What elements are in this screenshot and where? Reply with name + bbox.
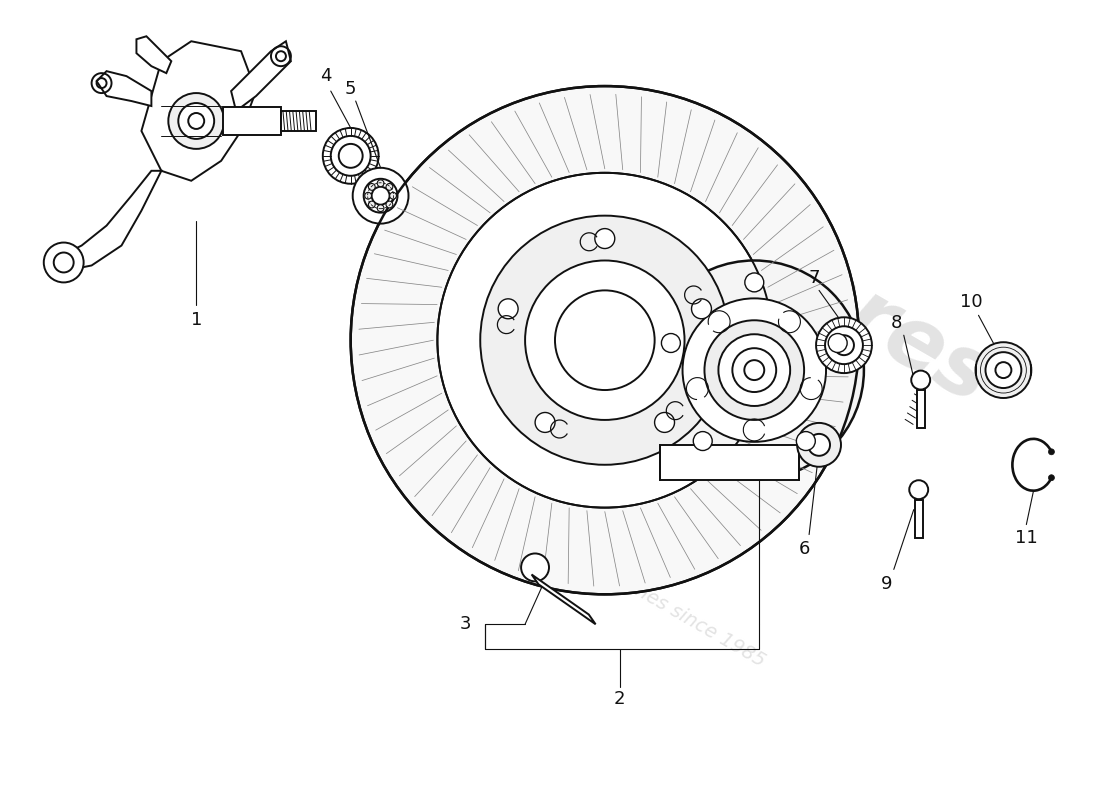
Circle shape: [521, 554, 549, 582]
Text: 1: 1: [190, 311, 202, 330]
Ellipse shape: [438, 173, 772, 508]
Circle shape: [322, 128, 378, 184]
Circle shape: [389, 192, 396, 199]
Circle shape: [745, 360, 764, 380]
Circle shape: [1048, 449, 1055, 455]
Circle shape: [1048, 474, 1055, 481]
Polygon shape: [231, 42, 290, 111]
Circle shape: [386, 201, 393, 208]
Polygon shape: [136, 36, 172, 73]
Circle shape: [365, 192, 372, 199]
Circle shape: [377, 180, 384, 186]
Circle shape: [331, 136, 371, 176]
Circle shape: [704, 320, 804, 420]
Circle shape: [816, 318, 872, 373]
Circle shape: [535, 413, 556, 433]
Circle shape: [364, 178, 397, 213]
Circle shape: [828, 334, 847, 353]
Bar: [916, 390, 925, 428]
Circle shape: [798, 423, 842, 466]
Circle shape: [745, 273, 763, 292]
Polygon shape: [142, 42, 256, 181]
Text: 8: 8: [891, 314, 902, 332]
Bar: [915, 500, 923, 538]
Circle shape: [368, 201, 375, 208]
Polygon shape: [531, 574, 595, 624]
Circle shape: [825, 326, 862, 364]
Circle shape: [986, 352, 1022, 388]
Polygon shape: [97, 71, 152, 106]
Polygon shape: [280, 111, 316, 131]
Circle shape: [808, 434, 830, 456]
Text: 2: 2: [614, 690, 626, 708]
Circle shape: [661, 334, 681, 353]
Circle shape: [692, 299, 712, 318]
Circle shape: [733, 348, 777, 392]
Circle shape: [911, 370, 931, 390]
Polygon shape: [223, 107, 280, 135]
Circle shape: [339, 144, 363, 168]
Text: 6: 6: [799, 541, 810, 558]
Circle shape: [595, 229, 615, 249]
Circle shape: [682, 298, 826, 442]
Text: 5: 5: [345, 80, 356, 98]
Circle shape: [498, 299, 518, 318]
Circle shape: [645, 261, 864, 480]
Circle shape: [976, 342, 1032, 398]
Text: 7: 7: [808, 270, 820, 287]
Ellipse shape: [556, 290, 654, 390]
Circle shape: [377, 205, 384, 211]
Circle shape: [368, 183, 375, 190]
Text: 4: 4: [320, 67, 331, 85]
Text: a passion for Porsches since 1985: a passion for Porsches since 1985: [472, 488, 768, 670]
Circle shape: [654, 413, 674, 433]
Circle shape: [796, 431, 815, 450]
Polygon shape: [62, 170, 162, 270]
Circle shape: [718, 334, 790, 406]
Ellipse shape: [481, 216, 729, 465]
Circle shape: [910, 480, 928, 499]
Text: 11: 11: [1015, 529, 1037, 546]
Text: 10: 10: [960, 294, 982, 311]
Text: 9: 9: [881, 575, 892, 594]
Circle shape: [168, 93, 224, 149]
Text: 3: 3: [460, 615, 471, 634]
Polygon shape: [660, 445, 799, 480]
Circle shape: [44, 242, 84, 282]
Circle shape: [996, 362, 1011, 378]
Circle shape: [178, 103, 215, 139]
Circle shape: [834, 335, 854, 355]
Circle shape: [693, 431, 712, 450]
Text: eurospares: eurospares: [493, 78, 1005, 422]
Circle shape: [353, 168, 408, 224]
Circle shape: [372, 186, 389, 205]
Circle shape: [386, 183, 393, 190]
Ellipse shape: [525, 261, 684, 420]
Ellipse shape: [351, 86, 859, 594]
